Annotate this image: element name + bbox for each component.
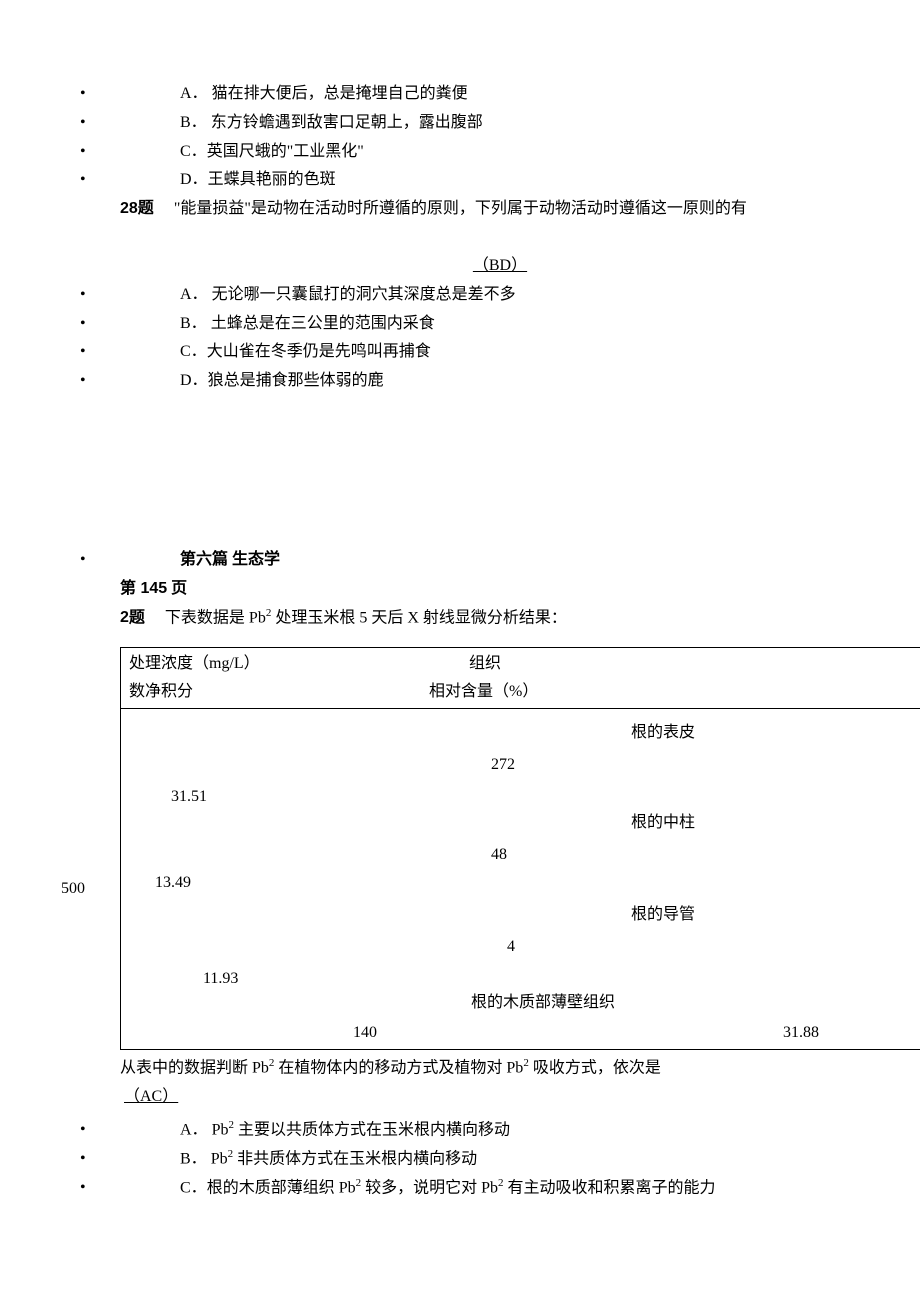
opt-t2: 较多，说明它对 Pb [361,1179,498,1196]
q2-prompt-p1: 下表数据是 Pb [165,609,266,626]
opt-t1: Pb [212,1121,229,1138]
q2-option-a: A． Pb2 主要以共质体方式在玉米根内横向移动 [40,1116,880,1145]
q27-options: A． 猫在排大便后，总是掩埋自己的粪便 B． 东方铃蟾遇到敌害口足朝上，露出腹部… [40,80,880,195]
q28-option-b: B． 土蜂总是在三公里的范围内采食 [40,310,880,339]
q28-answer: （BD） [469,257,531,274]
section6-page: 第 145 页 [40,575,880,604]
q2-number: 2 [120,604,129,633]
tissue-4: 根的木质部薄壁组织 [471,989,615,1018]
option-letter: A． [180,1121,208,1138]
q2-data-table: 处理浓度（mg/L） 组织 计 数净积分 相对含量（%） 500 根的表皮 27… [120,647,920,1050]
q28-number-suffix: 题 [138,200,154,217]
opt-t2: 非共质体方式在玉米根内横向移动 [233,1150,477,1167]
q28-number: 28 [120,195,138,224]
table-header: 处理浓度（mg/L） 组织 计 数净积分 相对含量（%） [121,648,920,709]
q28-option-d: D．狼总是捕食那些体弱的鹿 [40,367,880,396]
option-letter: B． [180,315,207,332]
option-text: 土蜂总是在三公里的范围内采食 [211,315,435,332]
hdr-relative: 相对含量（%） [429,678,538,707]
option-text: 无论哪一只囊鼠打的洞穴其深度总是差不多 [212,286,516,303]
option-letter: C． [180,1179,207,1196]
hdr-tissue: 组织 [469,650,501,679]
option-text: 英国尺蛾的"工业黑化" [207,143,364,160]
option-letter: C． [180,343,207,360]
q2-followup: 从表中的数据判断 Pb2 在植物体内的移动方式及植物对 Pb2 吸收方式，依次是 [40,1054,880,1083]
option-letter: B． [180,1150,207,1167]
option-letter: D． [180,372,208,389]
q28-options: A． 无论哪一只囊鼠打的洞穴其深度总是差不多 B． 土蜂总是在三公里的范围内采食… [40,281,880,396]
q2-block: 2题 下表数据是 Pb2 处理玉米根 5 天后 X 射线显微分析结果： [40,604,880,633]
tissue-2: 根的中柱 [631,809,695,838]
hdr-concentration: 处理浓度（mg/L） [129,650,260,679]
opt-t2: 主要以共质体方式在玉米根内横向移动 [234,1121,510,1138]
q2-answer-line: （AC） [40,1083,880,1112]
val-2b: 13.49 [155,869,191,898]
q28-option-c: C．大山雀在冬季仍是先鸣叫再捕食 [40,338,880,367]
option-text: 猫在排大便后，总是掩埋自己的粪便 [212,85,468,102]
table-body: 500 根的表皮 272 31.51 根的中柱 48 13.49 根的导管 4 … [121,709,920,1049]
q27-option-b: B． 东方铃蟾遇到敌害口足朝上，露出腹部 [40,109,880,138]
q2-prompt-p2: 处理玉米根 5 天后 X 射线显微分析结果： [271,609,567,626]
val-4d: 31.88 [783,1019,819,1048]
opt-t3: 有主动吸收和积累离子的能力 [504,1179,716,1196]
q27-option-a: A． 猫在排大便后，总是掩埋自己的粪便 [40,80,880,109]
option-letter: A． [180,85,208,102]
val-3b: 11.93 [203,965,238,994]
q28-block: 28题 "能量损益"是动物在活动时所遵循的原则，下列属于动物活动时遵循这一原则的… [40,195,880,224]
fu-p3: 吸收方式，依次是 [529,1059,661,1076]
opt-t1: Pb [211,1150,228,1167]
q2-options: A． Pb2 主要以共质体方式在玉米根内横向移动 B． Pb2 非共质体方式在玉… [40,1116,880,1203]
q28-prompt: "能量损益"是动物在活动时所遵循的原则，下列属于动物活动时遵循这一原则的有 [174,200,747,217]
val-4c: 140 [353,1019,377,1048]
section6-title: 第六篇 生态学 [40,546,880,575]
option-text: 王蝶具艳丽的色斑 [208,171,336,188]
option-text: 狼总是捕食那些体弱的鹿 [208,372,384,389]
q28-option-a: A． 无论哪一只囊鼠打的洞穴其深度总是差不多 [40,281,880,310]
val-1b: 31.51 [171,783,207,812]
option-letter: D． [180,171,208,188]
q2-number-suffix: 题 [129,609,145,626]
val-3a: 4 [507,933,515,962]
q2-option-b: B． Pb2 非共质体方式在玉米根内横向移动 [40,1145,880,1174]
q2-answer: （AC） [120,1088,182,1105]
option-text: 东方铃蟾遇到敌害口足朝上，露出腹部 [211,114,483,131]
q27-option-c: C．英国尺蛾的"工业黑化" [40,138,880,167]
option-text: 大山雀在冬季仍是先鸣叫再捕食 [207,343,431,360]
tissue-3: 根的导管 [631,901,695,930]
option-letter: A． [180,286,208,303]
option-letter: C． [180,143,207,160]
val-2a: 48 [491,841,507,870]
q2-option-c: C．根的木质部薄组织 Pb2 较多，说明它对 Pb2 有主动吸收和积累离子的能力 [40,1174,880,1203]
opt-t1: 根的木质部薄组织 Pb [207,1179,356,1196]
tissue-1: 根的表皮 [631,719,695,748]
option-letter: B． [180,114,207,131]
concentration-500: 500 [61,875,85,904]
q27-option-d: D．王蝶具艳丽的色斑 [40,166,880,195]
hdr-integral: 数净积分 [129,678,193,707]
val-1a: 272 [491,751,515,780]
q28-answer-line: （BD） [40,252,880,281]
fu-p1: 从表中的数据判断 Pb [120,1059,269,1076]
fu-p2: 在植物体内的移动方式及植物对 Pb [274,1059,523,1076]
